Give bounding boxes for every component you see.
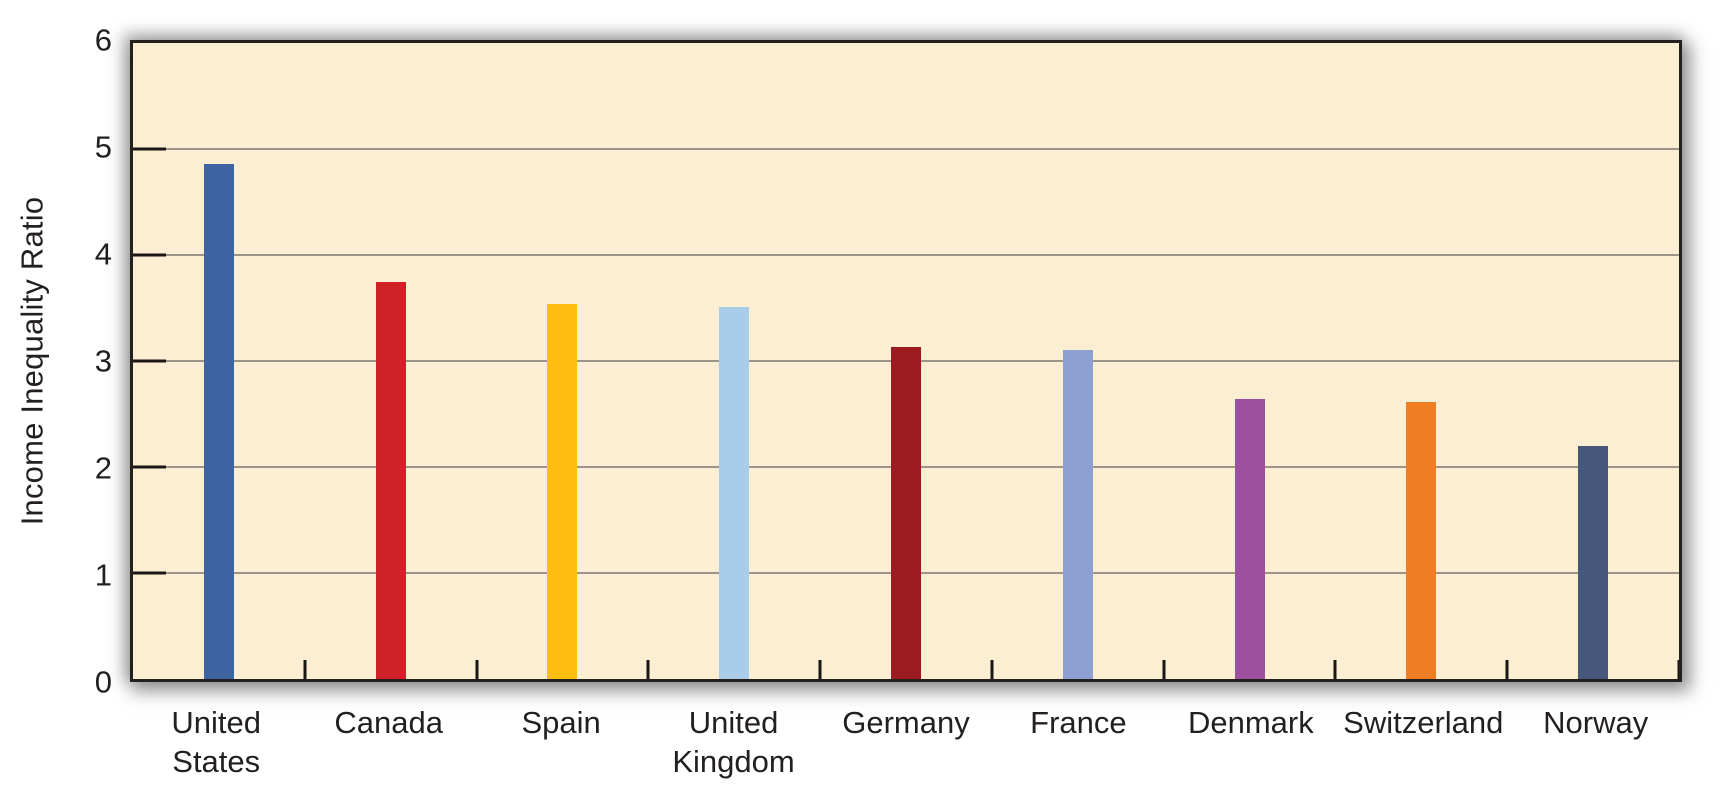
x-category-label-canada: Canada — [334, 705, 443, 740]
x-tick-mark-9 — [1677, 660, 1679, 679]
x-tick-mark-3 — [646, 660, 650, 679]
bar-canada — [375, 281, 406, 679]
y-tick-mark-2 — [133, 465, 166, 469]
x-tick-mark-8 — [1505, 660, 1509, 679]
bar-germany — [891, 347, 921, 679]
x-tick-mark-5 — [990, 660, 994, 679]
x-category-label-france: France — [1030, 705, 1127, 740]
y-tick-label-3: 3 — [94, 343, 112, 379]
x-tick-mark-2 — [475, 660, 479, 679]
x-category-label-spain: Spain — [521, 705, 601, 740]
x-category-label-switzerland: Switzerland — [1343, 705, 1504, 740]
x-axis-category-labels: United States Canada Spain United Kingdom Ge… — [130, 703, 1682, 781]
x-category-label-united-kingdom: United Kingdom — [672, 705, 795, 779]
x-category-label-germany: Germany — [842, 705, 970, 740]
bar-united-states — [203, 163, 234, 679]
y-axis-tick-labels: 0 1 2 3 4 5 6 — [0, 25, 112, 698]
x-tick-mark-6 — [1162, 660, 1166, 679]
y-tick-mark-3 — [133, 359, 166, 363]
plot-area — [130, 40, 1682, 682]
x-category-label-norway: Norway — [1543, 705, 1649, 740]
bar-denmark — [1234, 399, 1265, 679]
y-tick-mark-5 — [133, 147, 166, 151]
bar-france — [1062, 350, 1093, 679]
bar-norway — [1578, 445, 1609, 679]
x-category-label-denmark: Denmark — [1187, 705, 1314, 740]
bar-switzerland — [1406, 402, 1437, 679]
y-tick-label-6: 6 — [94, 22, 112, 58]
y-tick-label-5: 5 — [94, 129, 112, 165]
y-tick-label-2: 2 — [94, 450, 112, 486]
gridline-y-4 — [133, 254, 1679, 256]
x-tick-mark-1 — [303, 660, 307, 679]
x-tick-mark-4 — [818, 660, 822, 679]
x-tick-mark-7 — [1333, 660, 1337, 679]
y-tick-mark-1 — [133, 571, 166, 575]
bar-spain — [547, 303, 578, 679]
y-tick-label-4: 4 — [94, 236, 112, 272]
bar-united-kingdom — [719, 306, 750, 679]
x-category-label-united-states: United States — [171, 705, 262, 779]
gridline-y-5 — [133, 148, 1679, 150]
y-tick-mark-4 — [133, 253, 166, 257]
y-tick-label-1: 1 — [94, 557, 112, 593]
y-tick-label-0: 0 — [94, 664, 112, 700]
